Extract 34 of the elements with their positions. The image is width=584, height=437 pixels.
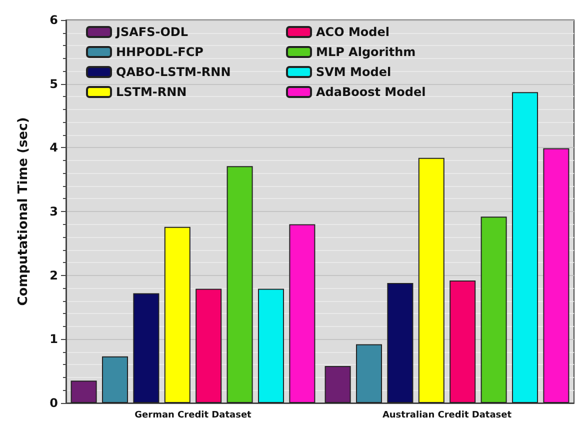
y-tick-label: 4 [50, 140, 58, 155]
y-tick-label: 3 [50, 204, 58, 218]
bar [226, 166, 253, 403]
bar [418, 158, 444, 403]
bar [324, 366, 351, 403]
legend-label: QABO-LSTM-RNN [116, 65, 231, 79]
x-tick-label: German Credit Dataset [134, 410, 252, 420]
y-tick-label: 6 [50, 13, 58, 27]
bar [196, 288, 222, 403]
bar [387, 282, 414, 403]
legend-label: AdaBoost Model [316, 85, 426, 99]
y-tick-label: 1 [50, 332, 58, 346]
bar [164, 226, 190, 403]
y-tick-label: 5 [50, 76, 58, 91]
legend-label: JSAFS-ODL [115, 25, 188, 39]
bar [480, 216, 507, 403]
bar [450, 280, 476, 403]
legend-label: ACO Model [316, 25, 390, 39]
bar [102, 356, 128, 403]
bar [356, 344, 382, 403]
legend-label: MLP Algorithm [316, 45, 416, 59]
x-tick-label: Australian Credit Dataset [382, 410, 512, 420]
legend-label: LSTM-RNN [116, 85, 187, 99]
y-axis-title: Computational Time (sec) [16, 117, 31, 306]
bar [258, 288, 284, 403]
bar [289, 224, 316, 403]
legend-label: HHPODL-FCP [116, 45, 204, 59]
legend-label: SVM Model [316, 65, 392, 79]
y-tick-label: 2 [50, 268, 58, 282]
bar [543, 148, 570, 403]
bar [512, 92, 538, 403]
bar [133, 293, 160, 403]
y-tick-label: 0 [50, 396, 58, 410]
bar [70, 380, 97, 403]
